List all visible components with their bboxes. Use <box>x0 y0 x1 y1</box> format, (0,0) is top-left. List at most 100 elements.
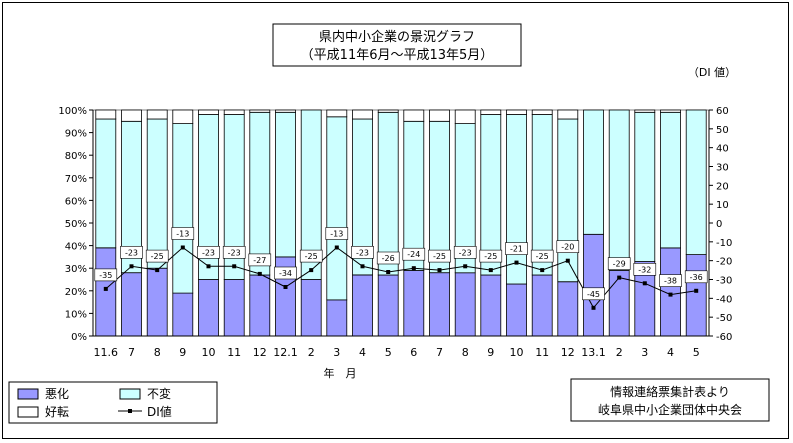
bar-akka-19 <box>583 233 604 337</box>
di-point-11 <box>386 270 391 274</box>
di-label-21: -32 <box>638 265 651 274</box>
left-tick-label-6: 60% <box>65 196 87 207</box>
bar-fuhen-22 <box>660 111 681 249</box>
di-label-22: -38 <box>664 277 677 286</box>
x-tick-label-10: 4 <box>359 346 366 359</box>
bar-koten-11 <box>377 109 399 113</box>
plot-area <box>92 109 710 337</box>
di-label-box-22 <box>659 274 682 287</box>
left-tick-label-3: 30% <box>65 264 87 275</box>
di-label-box-11 <box>376 251 400 265</box>
right-tick-label-9: -30 <box>716 276 732 287</box>
legend-di-marker <box>128 409 132 413</box>
di-label-box-9 <box>325 227 349 240</box>
bar-akka-8 <box>300 279 322 337</box>
di-point-13 <box>437 268 442 273</box>
di-label-1: -23 <box>125 248 138 257</box>
left-tick-label-2: 20% <box>65 287 87 298</box>
legend: 悪化 不変 好転 DI値 <box>8 381 218 424</box>
bar-koten-2 <box>146 109 168 120</box>
bar-akka-2 <box>146 267 168 337</box>
di-point-1 <box>129 264 134 269</box>
x-tick-label-5: 11 <box>227 346 241 359</box>
di-label-8: -25 <box>305 252 318 261</box>
bar-fuhen-20 <box>608 109 630 271</box>
di-line-group: -35 -23 -25 -13 -23 -23 -27 -34 -25 -13 -23 -26 -24 -… <box>94 227 708 310</box>
left-tick-label-8: 80% <box>65 151 87 162</box>
bar-akka-6 <box>249 274 271 337</box>
chart-title: 県内中小企業の景況グラフ <box>319 29 475 45</box>
x-tick-label-17: 11 <box>535 346 549 359</box>
x-tick-label-11: 5 <box>385 346 392 359</box>
bar-akka-17 <box>531 274 553 337</box>
bar-koten-6 <box>249 109 271 113</box>
bar-akka-5 <box>223 279 245 337</box>
di-label-box-8 <box>299 249 323 263</box>
bar-akka-15 <box>480 274 502 337</box>
bar-koten-13 <box>429 109 450 122</box>
bar-koten-17 <box>531 109 553 115</box>
di-label-7: -34 <box>279 269 292 278</box>
di-point-12 <box>411 266 416 271</box>
di-label-box-16 <box>505 242 528 255</box>
right-tick-label-0: 60 <box>716 106 729 117</box>
di-label-20: -29 <box>613 260 626 269</box>
chart-subtitle: （平成11年6月～平成13年5月） <box>301 48 494 63</box>
di-label-box-14 <box>453 246 477 259</box>
left-axis: 0% 10% 20% 30% 40% 50% 60% 70% 80% 90% 100% <box>58 106 94 343</box>
x-tick-label-23: 5 <box>693 346 700 359</box>
x-tick-label-20: 2 <box>616 346 623 359</box>
right-axis: 60 50 40 30 20 10 0 -10 -20 -30 -40 -50 -60 <box>708 106 732 343</box>
di-label-3: -13 <box>176 230 189 239</box>
bar-koten-10 <box>352 109 373 120</box>
right-tick-label-1: 50 <box>716 125 729 136</box>
di-point-0 <box>103 286 108 291</box>
legend-swatch-fuhen <box>119 388 141 400</box>
di-label-10: -23 <box>356 248 369 257</box>
di-label-19: -45 <box>587 290 600 299</box>
bar-akka-9 <box>326 299 348 337</box>
bar-fuhen-19 <box>583 109 604 235</box>
di-point-22 <box>668 292 673 297</box>
bar-akka-12 <box>403 270 425 337</box>
x-tick-label-4: 10 <box>202 346 216 359</box>
bar-akka-14 <box>454 272 476 337</box>
di-point-2 <box>155 268 160 273</box>
di-label-box-5 <box>222 246 246 259</box>
title-box <box>272 23 522 67</box>
bar-fuhen-8 <box>300 109 322 280</box>
bar-akka-4 <box>198 279 219 337</box>
bar-fuhen-16 <box>506 114 527 285</box>
bar-fuhen-9 <box>326 116 348 301</box>
bar-koten-15 <box>480 109 502 115</box>
di-label-9: -13 <box>330 230 343 239</box>
right-tick-label-3: 30 <box>716 163 729 174</box>
legend-label-fuhen: 不変 <box>147 386 171 401</box>
di-label-box-3 <box>171 227 195 240</box>
di-point-7 <box>283 285 288 289</box>
bar-fuhen-6 <box>249 111 271 276</box>
left-tick-label-10: 100% <box>58 106 87 117</box>
di-point-16 <box>514 260 519 265</box>
x-tick-label-9: 3 <box>333 346 340 359</box>
di-label-box-23 <box>684 270 708 284</box>
di-point-23 <box>694 288 699 293</box>
x-tick-label-19: 13.1 <box>581 346 606 359</box>
bar-akka-10 <box>352 274 373 337</box>
di-label-box-2 <box>145 249 169 263</box>
di-point-6 <box>257 271 262 276</box>
bar-akka-13 <box>429 272 450 337</box>
di-label-box-21 <box>633 262 657 276</box>
di-label-box-0 <box>94 268 118 282</box>
bars-group <box>95 109 707 337</box>
di-label-box-15 <box>479 249 503 263</box>
di-label-17: -25 <box>536 252 549 261</box>
x-tick-label-21: 3 <box>641 346 648 359</box>
di-label-box-7 <box>274 266 297 280</box>
bar-akka-0 <box>95 247 117 337</box>
di-label-box-19 <box>582 287 605 301</box>
di-label-box-4 <box>197 246 220 259</box>
di-label-0: -35 <box>99 271 112 280</box>
left-tick-label-1: 10% <box>65 309 87 320</box>
